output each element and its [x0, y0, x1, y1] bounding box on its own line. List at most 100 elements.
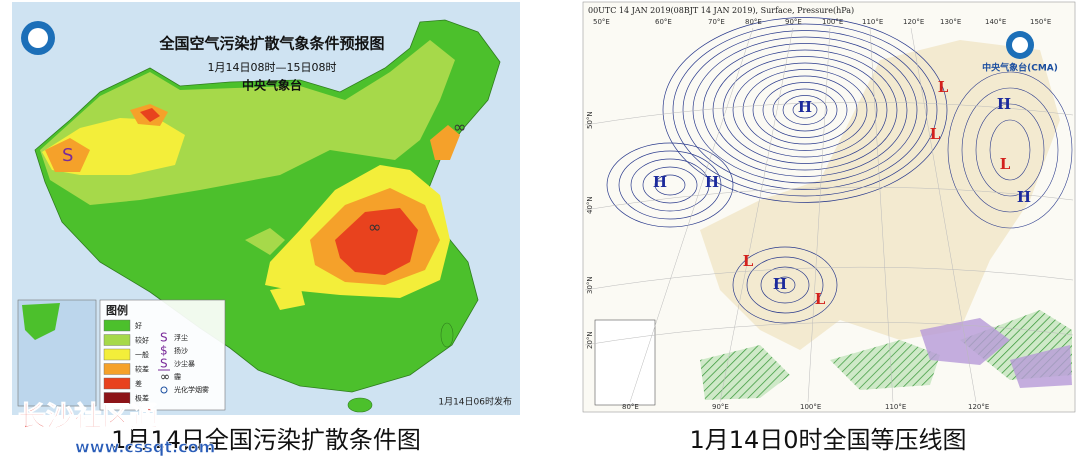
lon-label: 120°E: [968, 403, 989, 411]
lon-label: 110°E: [885, 403, 906, 411]
legend-symbol: $: [160, 344, 168, 358]
lon-label: 60°E: [655, 18, 672, 26]
logo-text: 中央气象台(CMA): [982, 62, 1058, 74]
isobar: [672, 23, 938, 197]
pressure-center: H: [798, 98, 812, 116]
parallel: [584, 266, 1074, 291]
lon-label: 120°E: [903, 18, 924, 26]
isobar: [760, 266, 810, 304]
meridian: [629, 27, 754, 403]
lon-label: 50°E: [593, 18, 610, 26]
zone: [335, 208, 418, 275]
zone: [45, 138, 90, 172]
legend-label: 一般: [135, 350, 149, 359]
legend-symbol: S: [160, 331, 168, 345]
isobar: [762, 82, 848, 138]
pressure-map: 00UTC 14 JAN 2019(08BJT 14 JAN 2019), Su…: [582, 1, 1076, 454]
lat-label: 50°N: [586, 111, 594, 129]
lat-label: 40°N: [586, 196, 594, 214]
meridian: [910, 27, 977, 403]
issued: 1月14日06时发布: [438, 396, 512, 408]
pressure-center: L: [1000, 155, 1011, 173]
legend-swatch: [103, 348, 131, 361]
lon-label: 100°E: [822, 18, 843, 26]
legend-label: 扬沙: [174, 346, 188, 355]
legend-label: 好: [135, 321, 142, 330]
map-symbol: ∞: [368, 218, 381, 237]
isobar: [692, 36, 918, 184]
precip-area: [700, 345, 790, 400]
pressure-center: L: [930, 125, 941, 143]
lon-label: 80°E: [622, 403, 639, 411]
isobar: [961, 87, 1059, 213]
lon-label: 150°E: [1030, 18, 1051, 26]
legend-label: 极差: [135, 394, 149, 403]
caption: 1月14日全国污染扩散条件图: [111, 426, 421, 454]
pressure-center: H: [653, 173, 667, 191]
legend-swatch: [103, 392, 131, 404]
isobar: [618, 150, 722, 220]
subtitle: 1月14日08时—15日08时: [208, 61, 337, 74]
isobar: [642, 166, 698, 204]
legend-symbol: ∞: [160, 370, 170, 384]
isobar: [947, 71, 1073, 229]
logo: [28, 28, 48, 48]
pressure-center: H: [705, 173, 719, 191]
legend-swatch: [103, 319, 131, 332]
isobar: [654, 174, 686, 196]
legend-symbol: S: [160, 357, 168, 371]
precip-area: [830, 340, 940, 390]
lon-label: 130°E: [940, 18, 961, 26]
logo: [1012, 37, 1028, 53]
isobar: [712, 49, 898, 171]
pressure-center: H: [997, 95, 1011, 113]
header: 00UTC 14 JAN 2019(08BJT 14 JAN 2019), Su…: [588, 6, 854, 15]
legend-swatch: [103, 334, 131, 346]
legend-label: 浮尘: [174, 333, 188, 342]
isobar: [682, 30, 928, 190]
legend-label: 较差: [135, 365, 149, 374]
zone: [430, 125, 460, 160]
inset-land: [22, 303, 60, 340]
meridian: [719, 27, 794, 403]
isobar: [662, 17, 948, 203]
watermark-url: www.cssqt.com: [75, 438, 215, 457]
caption: 1月14日0时全国等压线图: [689, 426, 966, 454]
parallel: [584, 186, 1074, 211]
issuer: 中央气象台: [242, 78, 302, 93]
lon-label: 140°E: [985, 18, 1006, 26]
pressure-center: H: [1017, 188, 1031, 206]
legend-label: 沙尘暴: [174, 359, 195, 368]
meridian: [869, 27, 894, 403]
pressure-center: L: [743, 252, 754, 270]
legend-label: 霾: [174, 373, 181, 381]
isobar: [606, 142, 734, 228]
meridian: [807, 27, 831, 403]
isobar: [782, 95, 828, 125]
inset-map: [594, 319, 656, 406]
legend-swatch: [103, 363, 131, 375]
fog-area: [920, 318, 1010, 365]
isobar: [989, 119, 1031, 181]
pressure-center: H: [773, 275, 787, 293]
isobar: [746, 256, 824, 314]
watermark: 长沙社区通: [18, 400, 158, 433]
isobar: [630, 158, 710, 212]
fog-area: [1010, 345, 1072, 388]
legend-label: 光化学烟雾: [174, 385, 209, 394]
title: 全国空气污染扩散气象条件预报图: [158, 35, 384, 53]
isobar: [774, 276, 796, 294]
island: [347, 397, 373, 413]
lon-label: 70°E: [708, 18, 725, 26]
grid-labels: 50°E 60°E 70°E 80°E 90°E 100°E 110°E 120°E 130°E…: [584, 18, 1074, 411]
zone: [270, 285, 305, 310]
isobar: [975, 103, 1045, 197]
lon-label: 110°E: [862, 18, 883, 26]
parallel: [584, 101, 1074, 126]
isobar: [732, 246, 838, 324]
pollution-map: 全国空气污染扩散气象条件预报图 1月14日08时—15日08时 中央气象台 图例…: [12, 2, 520, 454]
zone: [245, 228, 285, 255]
